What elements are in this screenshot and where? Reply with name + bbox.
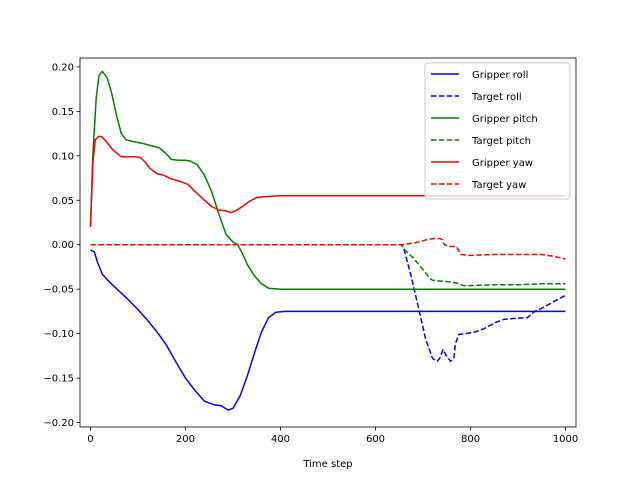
x-tick-label-3: 600 — [366, 434, 385, 445]
series-line-5 — [90, 237, 566, 260]
x-tick-label-0: 0 — [87, 434, 93, 445]
series-line-3 — [90, 243, 566, 287]
y-tick-label-6: 0.10 — [52, 151, 74, 162]
x-tick-label-1: 200 — [176, 434, 195, 445]
legend: Gripper roll Target roll Gripper pitch Targ… — [424, 62, 571, 200]
x-tick-label-5: 1000 — [553, 434, 578, 445]
y-tick-label-3: −0.05 — [43, 285, 74, 296]
legend-label-3: Target pitch — [471, 136, 531, 147]
legend-frame — [424, 62, 571, 200]
y-tick-label-5: 0.05 — [52, 196, 74, 207]
y-axis-ticks: −0.20 −0.15 −0.10 −0.05 0.00 0.05 0.10 0.15 0.20 — [43, 62, 80, 429]
legend-label-0: Gripper roll — [472, 70, 528, 81]
legend-label-2: Gripper pitch — [472, 114, 538, 125]
legend-label-4: Gripper yaw — [472, 158, 533, 169]
y-tick-label-4: 0.00 — [52, 240, 74, 251]
legend-label-5: Target yaw — [471, 180, 526, 191]
y-tick-label-7: 0.15 — [52, 107, 74, 118]
y-tick-label-2: −0.10 — [43, 329, 74, 340]
series-layer — [89, 70, 566, 411]
x-tick-label-4: 800 — [461, 434, 480, 445]
x-tick-label-2: 400 — [271, 434, 290, 445]
axes-frame — [79, 57, 577, 428]
series-line-1 — [90, 243, 566, 362]
x-axis-ticks: 0 200 400 600 800 1000 — [87, 427, 578, 445]
plot-area — [79, 57, 577, 428]
y-tick-label-1: −0.15 — [43, 374, 74, 385]
series-line-2 — [89, 70, 566, 290]
y-tick-label-0: −0.20 — [43, 418, 74, 429]
series-line-0 — [90, 249, 566, 411]
y-tick-label-8: 0.20 — [52, 62, 74, 73]
x-axis-label: Time step — [302, 459, 352, 470]
series-line-4 — [89, 135, 566, 227]
legend-label-1: Target roll — [471, 92, 522, 103]
